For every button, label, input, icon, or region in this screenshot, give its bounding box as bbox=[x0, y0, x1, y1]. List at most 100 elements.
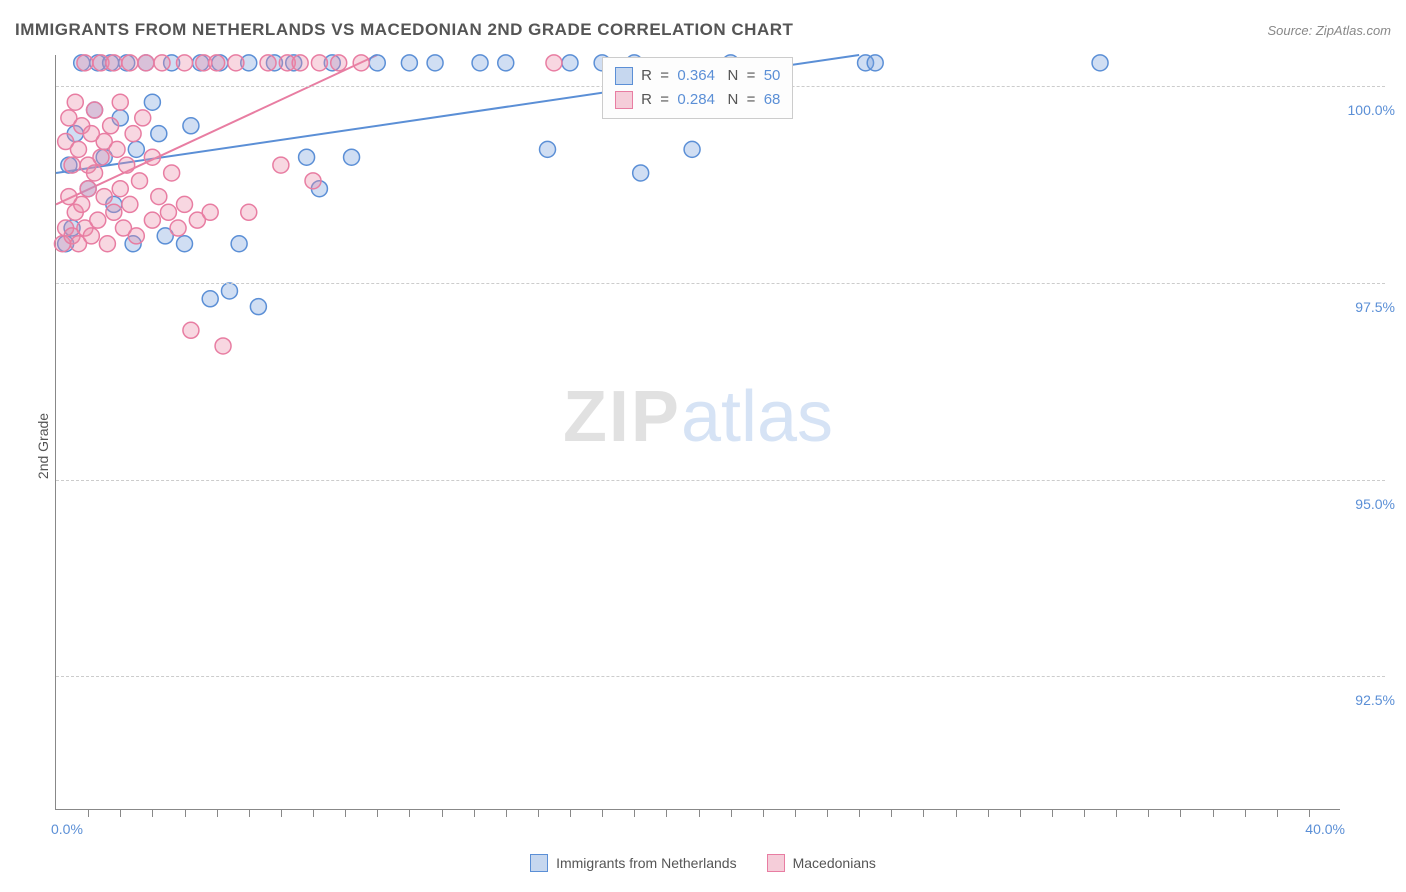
data-point bbox=[231, 236, 247, 252]
legend-label: Immigrants from Netherlands bbox=[556, 855, 737, 871]
data-point bbox=[112, 181, 128, 197]
data-point bbox=[241, 204, 257, 220]
x-tick-label: 0.0% bbox=[51, 821, 83, 837]
gridline bbox=[56, 480, 1385, 481]
x-tick bbox=[409, 809, 410, 817]
chart-title: IMMIGRANTS FROM NETHERLANDS VS MACEDONIA… bbox=[15, 20, 793, 40]
data-point bbox=[67, 94, 83, 110]
x-tick bbox=[217, 809, 218, 817]
data-point bbox=[87, 102, 103, 118]
x-tick bbox=[634, 809, 635, 817]
data-point bbox=[74, 196, 90, 212]
data-point bbox=[369, 55, 385, 71]
x-tick bbox=[1213, 809, 1214, 817]
data-point bbox=[305, 173, 321, 189]
data-point bbox=[80, 181, 96, 197]
data-point bbox=[311, 55, 327, 71]
data-point bbox=[170, 220, 186, 236]
legend-swatch-icon bbox=[530, 854, 548, 872]
y-tick-label: 95.0% bbox=[1345, 496, 1395, 512]
x-tick bbox=[923, 809, 924, 817]
data-point bbox=[221, 283, 237, 299]
data-point bbox=[202, 204, 218, 220]
data-point bbox=[260, 55, 276, 71]
data-point bbox=[128, 228, 144, 244]
data-point bbox=[106, 204, 122, 220]
x-tick bbox=[377, 809, 378, 817]
x-tick bbox=[474, 809, 475, 817]
data-point bbox=[119, 157, 135, 173]
data-point bbox=[867, 55, 883, 71]
x-tick bbox=[1052, 809, 1053, 817]
x-tick bbox=[249, 809, 250, 817]
gridline bbox=[56, 283, 1385, 284]
data-point bbox=[353, 55, 369, 71]
x-tick bbox=[891, 809, 892, 817]
data-point bbox=[215, 338, 231, 354]
data-point bbox=[401, 55, 417, 71]
data-point bbox=[331, 55, 347, 71]
x-tick bbox=[731, 809, 732, 817]
legend-swatch-icon bbox=[767, 854, 785, 872]
data-point bbox=[299, 149, 315, 165]
data-point bbox=[562, 55, 578, 71]
x-tick bbox=[1084, 809, 1085, 817]
data-point bbox=[546, 55, 562, 71]
x-tick bbox=[1116, 809, 1117, 817]
legend-label: Macedonians bbox=[793, 855, 876, 871]
data-point bbox=[250, 299, 266, 315]
x-tick bbox=[281, 809, 282, 817]
x-tick bbox=[570, 809, 571, 817]
x-tick bbox=[506, 809, 507, 817]
legend-swatch-icon bbox=[615, 67, 633, 85]
legend-item: Immigrants from Netherlands bbox=[530, 854, 737, 872]
x-tick bbox=[827, 809, 828, 817]
data-point bbox=[1092, 55, 1108, 71]
data-point bbox=[125, 126, 141, 142]
data-point bbox=[540, 141, 556, 157]
data-point bbox=[183, 322, 199, 338]
data-point bbox=[427, 55, 443, 71]
x-tick bbox=[120, 809, 121, 817]
x-tick bbox=[1309, 809, 1310, 817]
data-point bbox=[109, 141, 125, 157]
stats-box: R = 0.364 N = 50R = 0.284 N = 68 bbox=[602, 57, 793, 119]
data-point bbox=[151, 189, 167, 205]
x-tick-label: 40.0% bbox=[1305, 821, 1345, 837]
data-point bbox=[144, 212, 160, 228]
data-point bbox=[77, 55, 93, 71]
data-point bbox=[132, 173, 148, 189]
x-tick bbox=[699, 809, 700, 817]
data-point bbox=[684, 141, 700, 157]
data-point bbox=[103, 118, 119, 134]
data-point bbox=[96, 189, 112, 205]
data-point bbox=[151, 126, 167, 142]
data-point bbox=[87, 165, 103, 181]
data-point bbox=[344, 149, 360, 165]
plot-area: ZIPatlas 92.5%95.0%97.5%100.0%0.0%40.0%R… bbox=[55, 55, 1340, 810]
data-point bbox=[99, 236, 115, 252]
data-point bbox=[164, 165, 180, 181]
data-point bbox=[122, 196, 138, 212]
data-point bbox=[135, 110, 151, 126]
x-tick bbox=[1277, 809, 1278, 817]
y-tick-label: 97.5% bbox=[1345, 299, 1395, 315]
data-point bbox=[183, 118, 199, 134]
x-tick bbox=[1020, 809, 1021, 817]
x-tick bbox=[1245, 809, 1246, 817]
data-point bbox=[154, 55, 170, 71]
title-bar: IMMIGRANTS FROM NETHERLANDS VS MACEDONIA… bbox=[15, 20, 1391, 40]
data-point bbox=[144, 94, 160, 110]
stats-text: R = 0.284 N = 68 bbox=[641, 88, 780, 112]
x-tick bbox=[988, 809, 989, 817]
data-point bbox=[202, 291, 218, 307]
data-point bbox=[498, 55, 514, 71]
data-point bbox=[138, 55, 154, 71]
legend-swatch-icon bbox=[615, 91, 633, 109]
data-point bbox=[160, 204, 176, 220]
data-point bbox=[228, 55, 244, 71]
stats-row: R = 0.284 N = 68 bbox=[615, 88, 780, 112]
scatter-svg bbox=[56, 55, 1340, 809]
data-point bbox=[292, 55, 308, 71]
data-point bbox=[273, 157, 289, 173]
